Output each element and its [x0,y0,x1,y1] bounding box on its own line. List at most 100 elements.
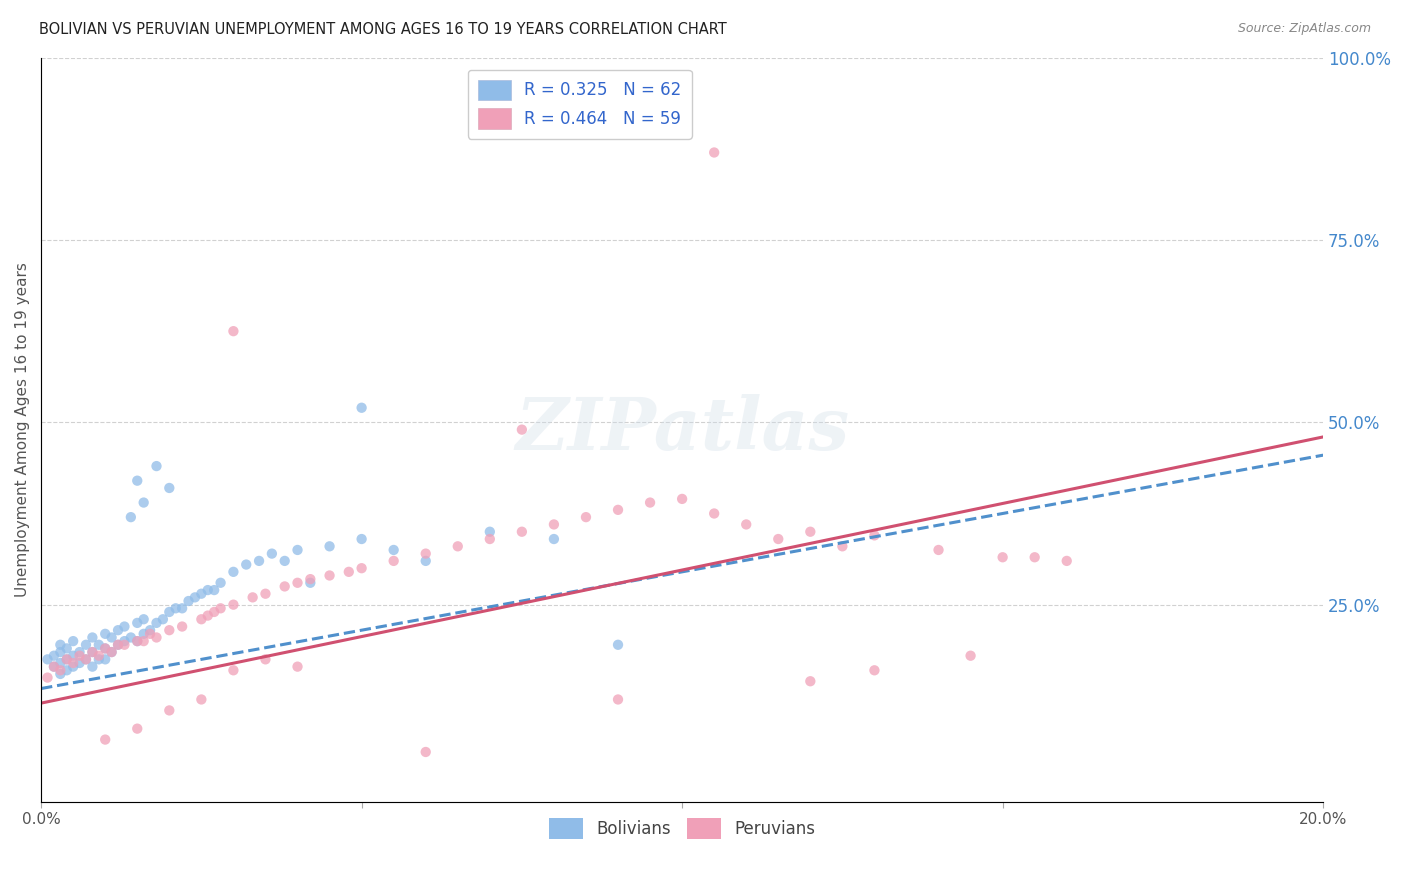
Point [382,554,405,568]
Point [202,605,225,619]
Point [114,634,136,648]
Point [177,594,200,608]
Point [768,532,790,546]
Point [172,619,194,633]
Point [94,627,117,641]
Point [254,587,277,601]
Point [132,495,155,509]
Point [260,547,283,561]
Point [222,324,245,338]
Point [55,663,77,677]
Point [82,631,104,645]
Point [87,638,110,652]
Point [415,554,437,568]
Point [247,554,270,568]
Point [127,634,149,648]
Point [222,598,245,612]
Point [62,659,84,673]
Point [37,652,59,666]
Point [94,732,117,747]
Point [49,667,72,681]
Point [254,652,277,666]
Point [87,652,110,666]
Point [350,532,373,546]
Point [62,648,84,663]
Point [107,623,129,637]
Point [287,543,309,558]
Point [299,572,322,586]
Point [82,659,104,673]
Point [145,459,167,474]
Point [120,510,142,524]
Text: Source: ZipAtlas.com: Source: ZipAtlas.com [1237,22,1371,36]
Point [190,587,212,601]
Point [478,532,501,546]
Point [145,631,167,645]
Point [350,401,373,415]
Point [863,663,886,677]
Point [132,627,155,641]
Point [42,659,65,673]
Point [69,645,91,659]
Point [42,648,65,663]
Point [638,495,661,509]
Point [337,565,360,579]
Point [287,659,309,673]
Point [49,638,72,652]
Point [1056,554,1078,568]
Point [222,663,245,677]
Point [543,532,565,546]
Point [49,663,72,677]
Point [127,722,149,736]
Point [100,645,122,659]
Point [55,652,77,666]
Point [447,539,470,553]
Point [799,674,821,689]
Point [69,648,91,663]
Point [139,623,162,637]
Point [607,638,630,652]
Point [735,517,758,532]
Point [415,547,437,561]
Point [318,539,340,553]
Point [1024,550,1046,565]
Point [190,612,212,626]
Point [831,539,853,553]
Point [94,652,117,666]
Point [145,615,167,630]
Point [94,641,117,656]
Point [703,507,725,521]
Point [55,652,77,666]
Point [478,524,501,539]
Point [242,591,264,605]
Point [575,510,598,524]
Point [703,145,725,160]
Point [37,671,59,685]
Point [197,583,219,598]
Point [543,517,565,532]
Point [510,524,533,539]
Point [350,561,373,575]
Point [222,565,245,579]
Point [87,648,110,663]
Point [139,627,162,641]
Point [94,641,117,656]
Point [928,543,950,558]
Legend: Bolivians, Peruvians: Bolivians, Peruvians [543,812,821,846]
Point [157,623,180,637]
Point [157,605,180,619]
Point [49,656,72,670]
Point [82,645,104,659]
Point [132,612,155,626]
Point [415,745,437,759]
Point [382,543,405,558]
Text: BOLIVIAN VS PERUVIAN UNEMPLOYMENT AMONG AGES 16 TO 19 YEARS CORRELATION CHART: BOLIVIAN VS PERUVIAN UNEMPLOYMENT AMONG … [39,22,727,37]
Point [991,550,1014,565]
Point [209,601,232,615]
Point [510,423,533,437]
Text: ZIPatlas: ZIPatlas [515,394,849,465]
Point [75,652,97,666]
Point [799,524,821,539]
Point [157,481,180,495]
Point [100,631,122,645]
